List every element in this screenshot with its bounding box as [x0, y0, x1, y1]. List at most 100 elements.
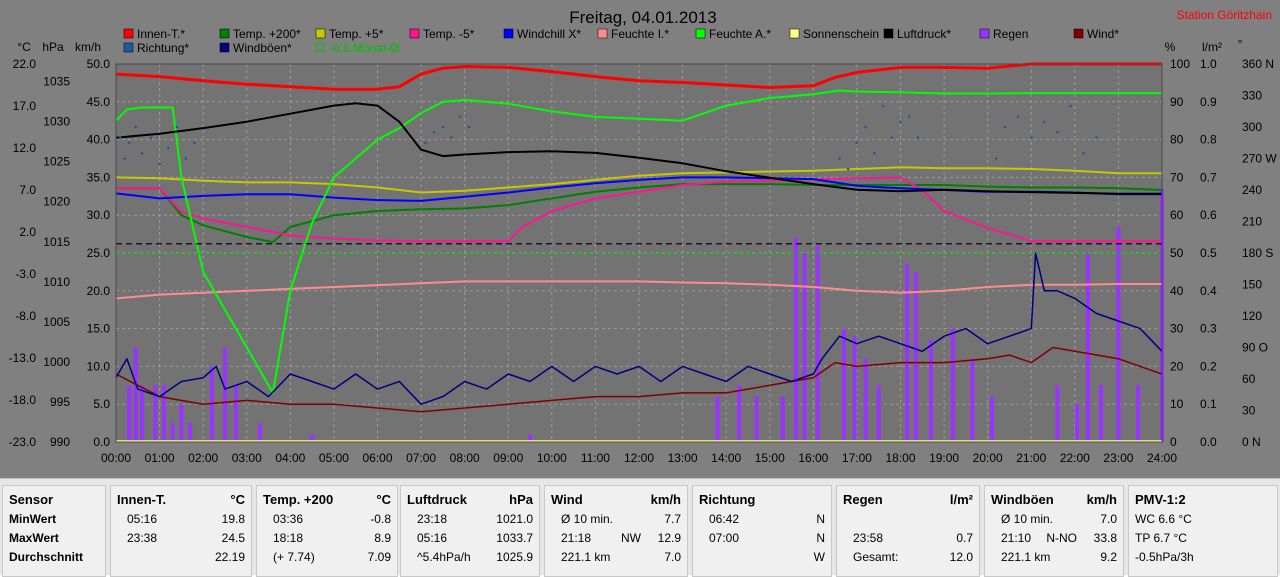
stats-row: 21:10 N-NO 33.8	[991, 529, 1117, 548]
stats-header-label: Richtung	[699, 492, 756, 507]
stats-header: Wind km/h	[551, 490, 681, 509]
stats-row: 23:18 1021.0	[407, 510, 533, 529]
x-tick-label: 19:00	[929, 451, 959, 465]
legend-label: Regen	[993, 27, 1028, 41]
legend-swatch	[1073, 28, 1084, 39]
x-tick-label: 22:00	[1060, 451, 1090, 465]
stats-table: Sensor MinWert MaxWert Durchschnitt Innen-T.…	[0, 478, 1280, 577]
direction-point	[1082, 151, 1085, 155]
rain-bar	[161, 385, 166, 442]
stats-header-label: Wind	[551, 492, 583, 507]
x-tick-label: 06:00	[362, 451, 392, 465]
stats-row: (+ 7.74) 7.09	[263, 548, 391, 567]
stats-cell: MinWert	[9, 512, 57, 526]
series-line-innen-t	[115, 62, 1162, 91]
series-line-temp-5	[115, 166, 1162, 194]
direction-point	[890, 136, 894, 139]
stats-cell: MaxWert	[9, 531, 59, 545]
rain-bar	[188, 423, 193, 442]
legend-swatch	[219, 28, 230, 39]
x-tick-label: 01:00	[145, 451, 175, 465]
stats-row: 18:18 8.9	[263, 529, 391, 548]
legend-label: Feuchte A.*	[709, 27, 771, 41]
stats-row: 23:38 24.5	[117, 529, 245, 548]
stats-header-unit: hPa	[509, 492, 533, 507]
unit-label-left: °C	[17, 40, 31, 54]
stats-cell: 24.5	[221, 531, 245, 545]
stats-row: 06:42 N	[699, 510, 825, 529]
wind-tick-label: 50.0	[87, 57, 111, 71]
stats-cell: 18:18	[273, 531, 304, 545]
rain-tick-label: 0.0	[1200, 435, 1217, 449]
stats-row: MinWert	[9, 510, 99, 529]
direction-point	[441, 125, 445, 129]
stats-header: Regen l/m²	[843, 490, 973, 509]
stats-cell: 23:38	[127, 531, 158, 545]
stats-cell: ^5.4hPa/h	[417, 550, 471, 564]
rain-bar	[815, 245, 820, 442]
legend-swatch	[315, 28, 326, 39]
direction-tick-label: 120	[1242, 309, 1262, 323]
stats-cell: 7.09	[367, 550, 391, 564]
wind-tick-label: 40.0	[87, 133, 111, 147]
humidity-tick-label: 70	[1170, 170, 1184, 184]
stats-header: Sensor	[9, 490, 99, 509]
humidity-tick-label: 0	[1170, 435, 1177, 449]
x-tick-label: 17:00	[842, 451, 872, 465]
stats-row: Ø 10 min. 7.0	[991, 510, 1117, 529]
stats-cell: 07:00	[709, 531, 740, 545]
direction-tick-label: 300	[1242, 120, 1262, 134]
rain-tick-label: 0.1	[1200, 397, 1217, 411]
stats-cell: 1025.9	[496, 550, 533, 564]
stats-cell: 1021.0	[496, 512, 533, 526]
legend-label: Innen-T.*	[137, 27, 185, 41]
stats-cell: -0.5hPa/3h	[1135, 550, 1194, 564]
stats-cell: Durchschnitt	[9, 550, 84, 564]
x-tick-label: 12:00	[624, 451, 654, 465]
rain-tick-label: 0.7	[1200, 170, 1217, 184]
humidity-tick-label: 100	[1170, 57, 1190, 71]
stats-cell: 05:16	[127, 512, 158, 526]
stats-header-label: Luftdruck	[407, 492, 467, 507]
rain-bar	[233, 385, 238, 442]
unit-label-right: %	[1165, 40, 1176, 54]
legend-swatch	[123, 42, 134, 53]
direction-point	[995, 157, 998, 160]
stats-cell: W	[813, 550, 825, 564]
rain-bar	[153, 385, 158, 442]
direction-point	[1095, 136, 1098, 139]
stats-cell: TP 6.7 °C	[1135, 531, 1187, 545]
stats-header: Temp. +200 °C	[263, 490, 391, 509]
rain-bar	[970, 358, 975, 442]
wind-tick-label: 0.0	[93, 435, 110, 449]
rain-tick-label: 0.2	[1200, 359, 1217, 373]
stats-cell: 221.1 km	[1001, 550, 1051, 564]
rain-bar	[528, 434, 533, 442]
x-tick-label: 05:00	[319, 451, 349, 465]
rain-bar	[876, 385, 881, 442]
rain-bar	[1085, 253, 1090, 442]
legend-label: Feuchte I.*	[611, 27, 669, 41]
legend-label: -0.6 Monat-Ø	[329, 41, 400, 55]
stats-column: Temp. +200 °C 03:36 -0.8 18:18 8.9 (+ 7.74) 7.0…	[256, 485, 398, 577]
pressure-tick-label: 995	[50, 395, 70, 409]
stats-cell: 03:36	[273, 512, 304, 526]
chart-svg: 00:00 01:00 02:00 03:00 04:00 05:00 06:00 07:00…	[9, 8, 1278, 465]
direction-tick-label: 30	[1242, 404, 1256, 418]
rain-bar	[1136, 385, 1141, 442]
direction-point	[907, 115, 911, 118]
direction-point	[424, 141, 427, 145]
series-line-temp-200	[116, 183, 1163, 244]
temp-tick-label: -3.0	[15, 267, 36, 281]
direction-point	[193, 141, 196, 145]
series-line-windb-en	[115, 252, 1163, 405]
direction-point	[1029, 136, 1033, 139]
rain-tick-label: 0.6	[1200, 208, 1217, 222]
stats-row	[843, 510, 973, 529]
legend-label: Sonnenschein	[803, 27, 879, 41]
station-label: Station Göritzhain	[1177, 8, 1272, 22]
stats-column: Regen l/m² 23:58 0.7 Gesamt: 12.0	[836, 485, 980, 577]
rain-tick-label: 0.4	[1200, 284, 1217, 298]
stats-cell: 06:42	[709, 512, 740, 526]
rain-bar	[990, 396, 995, 442]
